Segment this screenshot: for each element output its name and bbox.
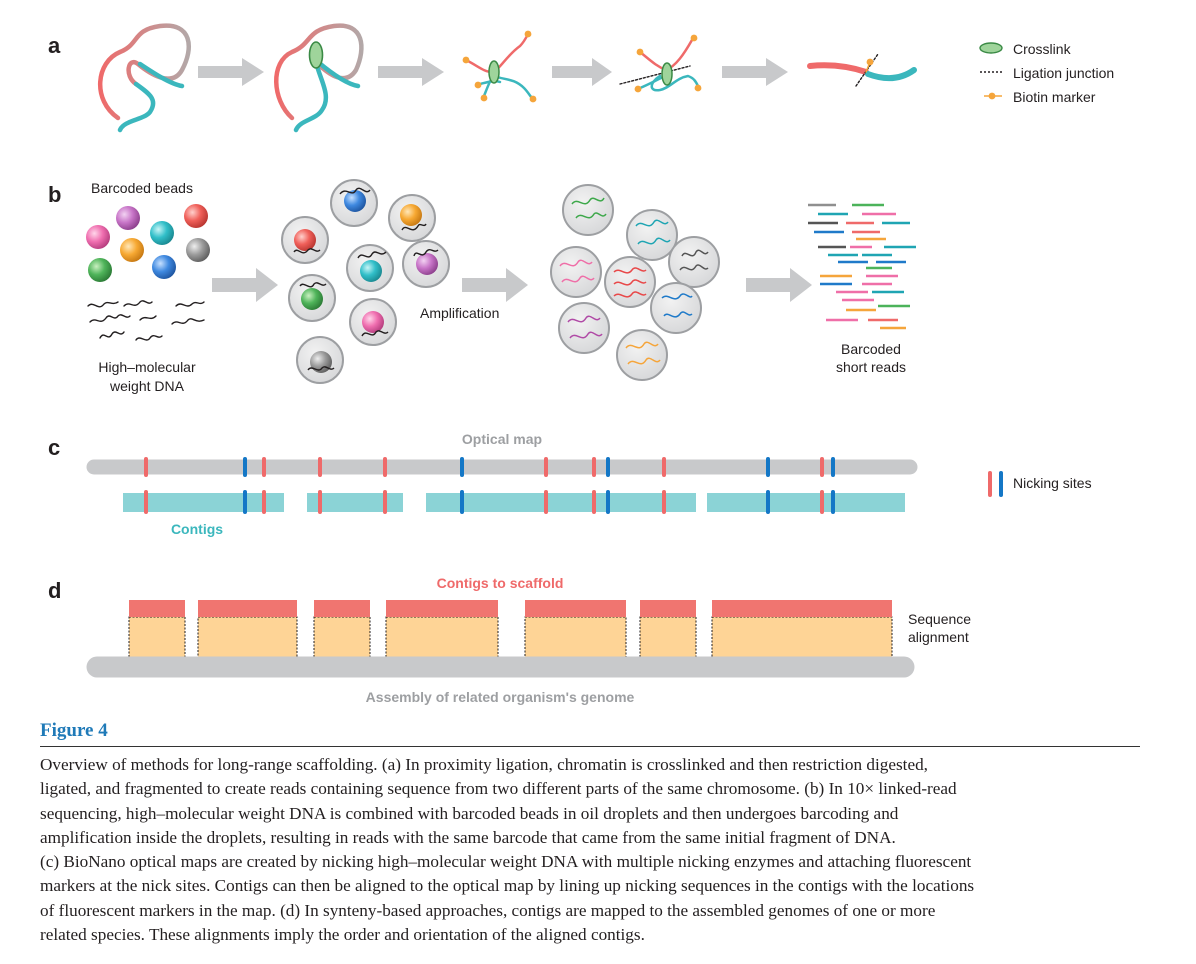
droplet (346, 244, 394, 292)
droplet (616, 329, 668, 381)
bead (88, 258, 112, 282)
process-arrow (722, 58, 788, 86)
chromatin-loop-stage-1 (98, 23, 191, 133)
legend-panel-a: Crosslink Ligation junction Biotin marke… (979, 41, 1114, 105)
contig-band (307, 493, 403, 512)
barcoded-beads-label: Barcoded beads (91, 180, 193, 196)
contigs-to-scaffold-label: Contigs to scaffold (437, 575, 564, 591)
droplet (562, 184, 614, 236)
caption-line: amplification inside the droplets, resul… (40, 827, 896, 847)
amplification-label: Amplification (420, 305, 499, 321)
scaffold-block (639, 600, 697, 659)
bead (184, 204, 208, 228)
hmw-dna-fragments (87, 300, 205, 341)
panel-a: a (48, 23, 1114, 133)
contigs-label: Contigs (171, 521, 223, 537)
figure-caption: Figure 4 Overview of methods for long-ra… (40, 720, 1140, 947)
panel-c: c Optical map (48, 431, 1092, 537)
digested-stage-3 (462, 30, 537, 103)
nicking-sites-label: Nicking sites (1013, 475, 1092, 491)
droplet (288, 274, 336, 322)
process-arrow (198, 58, 264, 86)
amplified-droplets (550, 184, 720, 381)
barcoded-reads-label-line1: Barcoded (841, 341, 901, 357)
assembly-genome-label: Assembly of related organism's genome (366, 689, 635, 705)
contig-band (426, 493, 696, 512)
droplet (550, 246, 602, 298)
scaffold-block (313, 600, 371, 659)
nicking-sites-legend-icon (988, 471, 1003, 497)
hmw-dna-label-line2: weight DNA (109, 378, 185, 394)
crosslink-legend-icon (979, 42, 1003, 54)
droplet (558, 302, 610, 354)
caption-line: of fluorescent markers in the map. (d) I… (40, 900, 936, 920)
scaffold-block (385, 600, 499, 659)
optical-map-label: Optical map (462, 431, 542, 447)
caption-line: (c) BioNano optical maps are created by … (40, 852, 972, 872)
scaffold-block (128, 600, 186, 659)
panel-a-letter: a (48, 33, 61, 58)
droplet (402, 240, 450, 288)
crosslink-label: Crosslink (1013, 41, 1072, 57)
droplet (668, 236, 720, 288)
bead (86, 225, 110, 249)
droplet (349, 298, 397, 346)
figure-4-diagram: a (48, 23, 1114, 705)
droplet (650, 282, 702, 334)
bead-droplets (281, 179, 450, 384)
panel-c-letter: c (48, 435, 60, 460)
caption-line: Overview of methods for long-range scaff… (40, 755, 928, 774)
final-fragment-stage-5 (807, 53, 917, 87)
contig-band (707, 493, 905, 512)
scaffold-block (524, 600, 627, 659)
barcoded-reads-label-line2: short reads (836, 359, 906, 375)
panel-b-letter: b (48, 182, 61, 207)
process-arrow (462, 268, 528, 302)
process-arrow (552, 58, 612, 86)
biotin-marker-label: Biotin marker (1013, 89, 1096, 105)
bead (120, 238, 144, 262)
contig-bands (123, 493, 905, 512)
droplet (604, 256, 656, 308)
process-arrow (746, 268, 812, 302)
optical-map-nicking-sites (144, 457, 835, 477)
bead (116, 206, 140, 230)
barcoded-beads (86, 204, 210, 282)
barcoded-short-reads (808, 203, 916, 330)
droplet (296, 336, 344, 384)
process-arrow (212, 268, 278, 302)
caption-line: related species. These alignments imply … (40, 925, 645, 945)
hmw-dna-label-line1: High–molecular (98, 359, 196, 375)
caption-line: ligated, and fragmented to create reads … (40, 779, 957, 799)
bead (152, 255, 176, 279)
process-arrow (378, 58, 444, 86)
droplet (281, 216, 329, 264)
panel-d-letter: d (48, 578, 61, 603)
scaffold-block (711, 600, 893, 659)
ligated-stage-4 (619, 34, 702, 93)
droplet (388, 194, 436, 242)
figure-title: Figure 4 (40, 720, 1140, 747)
ligation-junction-label: Ligation junction (1013, 65, 1114, 81)
biotin-marker-legend-icon (984, 92, 1002, 100)
panel-b: b Barcoded beads High–molecular weight D… (48, 179, 916, 394)
caption-text: Overview of methods for long-range scaff… (40, 753, 1140, 947)
sequence-alignment-label-line1: Sequence (908, 611, 971, 627)
droplet (626, 209, 678, 261)
sequence-alignment-label-line2: alignment (908, 629, 969, 645)
panel-d: d Contigs to scaffold (48, 575, 971, 705)
contig-nicking-sites (144, 490, 835, 514)
caption-line: markers at the nick sites. Contigs can t… (40, 876, 975, 896)
bead (186, 238, 210, 262)
bead (150, 221, 174, 245)
caption-line: sequencing, high–molecular weight DNA is… (40, 803, 899, 823)
crosslinked-loop-stage-2 (274, 23, 364, 133)
scaffold-blocks (128, 600, 893, 659)
droplet (330, 179, 378, 227)
scaffold-block (197, 600, 298, 659)
